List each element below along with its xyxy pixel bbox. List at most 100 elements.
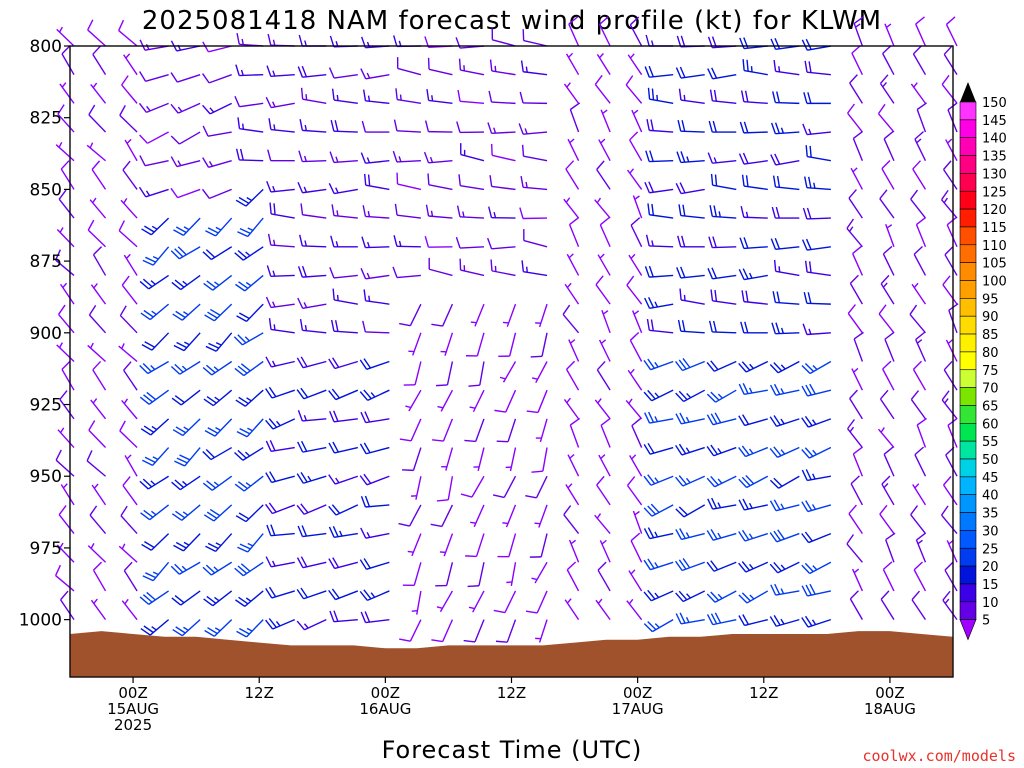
wind-barb bbox=[943, 45, 958, 76]
colorbar-label: 90 bbox=[982, 310, 999, 325]
wind-barb bbox=[629, 131, 643, 162]
colorbar-label: 15 bbox=[982, 578, 999, 593]
wind-barb bbox=[202, 475, 233, 491]
wind-barb bbox=[92, 561, 107, 592]
wind-barb bbox=[738, 445, 769, 458]
wind-barb bbox=[770, 237, 800, 250]
wind-barb bbox=[202, 446, 233, 461]
wind-barb bbox=[265, 296, 295, 309]
x-tick-label: 17AUG bbox=[612, 700, 664, 718]
wind-barb bbox=[850, 167, 864, 190]
wind-barb bbox=[57, 427, 75, 449]
wind-barb bbox=[884, 331, 895, 362]
wind-barb bbox=[773, 59, 800, 76]
wind-barb bbox=[458, 58, 485, 76]
colorbar-label: 45 bbox=[982, 471, 999, 486]
wind-barb bbox=[848, 189, 863, 219]
colorbar-swatch bbox=[959, 422, 977, 442]
wind-barb bbox=[173, 217, 201, 236]
wind-barb bbox=[91, 483, 107, 506]
wind-barb bbox=[56, 342, 75, 363]
wind-barb bbox=[598, 138, 611, 162]
wind-barb bbox=[464, 418, 485, 443]
wind-barb bbox=[568, 539, 580, 563]
wind-barb bbox=[174, 447, 201, 467]
wind-barb bbox=[118, 19, 138, 47]
wind-barb bbox=[706, 528, 737, 541]
colorbar-swatch bbox=[959, 155, 977, 174]
wind-barb bbox=[643, 589, 674, 602]
wind-barb bbox=[201, 188, 232, 200]
wind-barb bbox=[596, 160, 611, 190]
wind-barb bbox=[647, 87, 674, 105]
wind-barb bbox=[627, 53, 643, 76]
wind-barb bbox=[801, 360, 832, 375]
wind-barb bbox=[646, 119, 674, 133]
wind-barb bbox=[847, 103, 863, 133]
wind-barb bbox=[851, 568, 864, 592]
wind-barb bbox=[265, 96, 295, 109]
wind-barb bbox=[940, 505, 958, 535]
wind-barb bbox=[566, 253, 580, 276]
wind-barb bbox=[852, 446, 864, 477]
wind-barb bbox=[122, 476, 138, 506]
wind-barb bbox=[643, 474, 674, 486]
wind-barb bbox=[738, 268, 768, 281]
wind-barb bbox=[362, 205, 390, 219]
wind-barb bbox=[170, 156, 201, 168]
wind-barb bbox=[123, 53, 138, 76]
wind-barb bbox=[330, 235, 358, 248]
y-tick-label: 850 bbox=[30, 180, 62, 200]
wind-barb bbox=[643, 558, 674, 571]
wind-barb bbox=[465, 533, 485, 558]
wind-barb bbox=[86, 142, 106, 162]
colorbar-swatch bbox=[959, 583, 977, 603]
wind-barb bbox=[170, 246, 201, 260]
colorbar-top-arrow bbox=[960, 82, 976, 102]
wind-barb bbox=[629, 331, 643, 362]
wind-barb bbox=[738, 529, 769, 542]
wind-barb bbox=[769, 499, 800, 512]
wind-barb bbox=[456, 121, 484, 134]
wind-barb bbox=[643, 503, 674, 517]
wind-barb bbox=[394, 203, 421, 219]
wind-barb bbox=[268, 318, 295, 334]
colorbar-label: 120 bbox=[982, 203, 1007, 218]
colorbar-label: 10 bbox=[982, 596, 999, 611]
wind-barb bbox=[849, 590, 863, 620]
colorbar-swatch bbox=[959, 440, 977, 460]
wind-barb bbox=[849, 274, 863, 305]
wind-barb bbox=[399, 619, 422, 642]
x-tick-label: 12Z bbox=[245, 684, 274, 702]
wind-barb bbox=[267, 149, 295, 162]
wind-barb bbox=[878, 304, 895, 334]
wind-barb bbox=[171, 590, 201, 606]
wind-barb bbox=[769, 529, 800, 543]
wind-barb bbox=[531, 447, 548, 473]
wind-barb bbox=[769, 561, 800, 574]
wind-barb bbox=[563, 82, 580, 104]
wind-barb bbox=[568, 339, 580, 362]
y-axis: 800 825 850 875 900 925 950 975 1000 bbox=[19, 37, 70, 631]
wind-barb bbox=[460, 143, 485, 162]
wind-barb bbox=[399, 418, 422, 442]
colorbar-label: 40 bbox=[982, 489, 999, 504]
wind-barb bbox=[910, 82, 927, 104]
wind-barb bbox=[647, 203, 674, 219]
wind-barb bbox=[632, 510, 643, 534]
colorbar-label: 35 bbox=[982, 507, 999, 522]
wind-barb bbox=[236, 619, 264, 638]
wind-barb bbox=[138, 186, 169, 198]
colorbar-swatch bbox=[959, 280, 977, 299]
colorbar-swatch bbox=[959, 226, 977, 246]
wind-barb bbox=[359, 442, 390, 455]
wind-barb bbox=[706, 590, 737, 603]
wind-barb bbox=[625, 398, 643, 420]
wind-barb bbox=[643, 389, 674, 402]
colorbar-swatch bbox=[959, 137, 977, 156]
wind-barb bbox=[521, 260, 548, 277]
wind-barb bbox=[88, 305, 107, 334]
wind-barb bbox=[467, 562, 485, 588]
wind-barb bbox=[643, 619, 674, 633]
wind-barb bbox=[59, 390, 75, 420]
